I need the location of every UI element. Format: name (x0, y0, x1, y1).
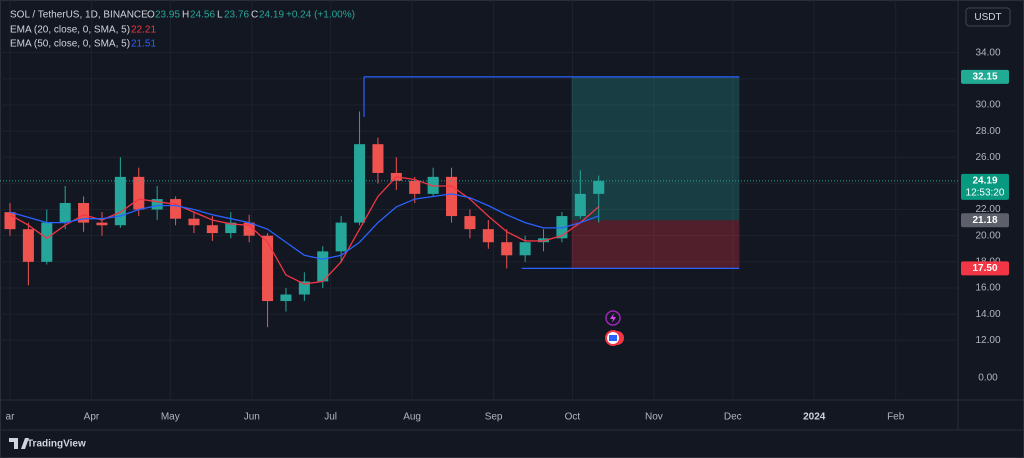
ema20-legend: EMA (20, close, 0, SMA, 5) (10, 25, 130, 36)
last-price-label: 24.19 (972, 176, 997, 187)
entry-price-label-bg (961, 213, 1009, 228)
y-tick-label: 14.00 (975, 309, 1000, 320)
candle-body (78, 203, 90, 223)
x-tick-label: Dec (724, 412, 742, 423)
x-tick-label: Oct (565, 412, 581, 423)
target-price-label: 32.15 (972, 72, 997, 83)
ohlc-o-label: O (147, 10, 155, 21)
candle-body (501, 242, 513, 256)
candle-body (188, 218, 200, 226)
stop-price-label: 17.50 (972, 263, 997, 274)
candle-body (22, 229, 34, 262)
currency-button[interactable] (965, 7, 1011, 27)
y-tick-label: 34.00 (975, 47, 1000, 58)
x-tick-label: Feb (887, 412, 905, 423)
entry-price-label: 21.18 (972, 215, 997, 226)
x-tick-label: 2024 (803, 412, 826, 423)
candle-body (482, 229, 494, 243)
candle-body (41, 222, 53, 262)
target-zone (571, 76, 740, 221)
axes: 12.0014.0016.0018.0020.0022.0024.0026.00… (6, 47, 1009, 423)
candle-body (96, 222, 108, 226)
ohlc-open: 23.95 (155, 10, 180, 21)
y-tick-label: 30.00 (975, 100, 1000, 111)
ema50-value: 21.51 (131, 39, 156, 50)
candle-body (262, 235, 274, 302)
candle-body (151, 199, 163, 210)
ohlc-close: 24.19 (259, 10, 284, 21)
ohlc-low: 23.76 (224, 10, 249, 21)
candle-body (4, 212, 16, 230)
ohlc-h-label: H (182, 10, 189, 21)
x-tick-label: Nov (645, 412, 663, 423)
y-tick-label: 12.00 (975, 335, 1000, 346)
candle-body (225, 222, 237, 234)
ema20-value: 22.21 (131, 25, 156, 36)
candle-body (317, 251, 329, 282)
candle-body (59, 203, 71, 223)
last-price-label-bg (961, 173, 1009, 200)
ohlc-c-label: C (251, 10, 258, 21)
event-flag (609, 335, 617, 341)
candle-body (206, 225, 218, 234)
candle-body (519, 242, 531, 256)
candle-body (593, 180, 605, 194)
candle-body (298, 281, 310, 295)
candle-body (170, 199, 182, 219)
candle-body (354, 144, 366, 223)
candle-body (464, 216, 476, 230)
symbol-title: SOL / TetherUS, 1D, BINANCE (10, 10, 148, 21)
ema50-legend: EMA (50, close, 0, SMA, 5) (10, 39, 130, 50)
stop-price-label-bg (961, 261, 1009, 276)
logo-mark (9, 438, 29, 449)
currency-label[interactable]: USDT (974, 12, 1001, 23)
candle-body (243, 222, 255, 236)
candle-body (133, 176, 145, 210)
x-tick-label: Jun (244, 412, 260, 423)
ohlc-high: 24.56 (190, 10, 215, 21)
y-tick-label: 20.00 (975, 230, 1000, 241)
candle-body (114, 176, 126, 226)
x-tick-label: May (161, 412, 180, 423)
ema-line (9, 193, 599, 260)
candle-body (409, 180, 421, 194)
y-tick-label: 22.00 (975, 204, 1000, 215)
ohlc-change: +0.24 (+1.00%) (286, 10, 355, 21)
candle-body (335, 222, 347, 252)
x-tick-label: Jul (324, 412, 337, 423)
countdown-label: 12:53:20 (966, 188, 1005, 199)
x-tick-label: Aug (403, 412, 421, 423)
y-tick-label: 16.00 (975, 283, 1000, 294)
x-tick-label: Sep (485, 412, 503, 423)
ohlc-l-label: L (217, 10, 223, 21)
candle-body (574, 193, 586, 217)
lower-scale-label: 0.00 (978, 373, 998, 384)
candle-body (280, 294, 292, 302)
target-price-label-bg (961, 69, 1009, 84)
x-tick-label: Apr (84, 412, 100, 423)
plot-area (0, 0, 958, 400)
stop-zone (571, 220, 740, 269)
flash-icon[interactable] (605, 310, 621, 326)
flash-glyph (610, 313, 616, 323)
x-tick-label: ar (6, 412, 16, 423)
candle-body (372, 144, 384, 173)
logo-text: TradingView (27, 439, 86, 450)
candle-body (446, 176, 458, 217)
y-tick-label: 26.00 (975, 152, 1000, 163)
y-tick-label: 28.00 (975, 126, 1000, 137)
